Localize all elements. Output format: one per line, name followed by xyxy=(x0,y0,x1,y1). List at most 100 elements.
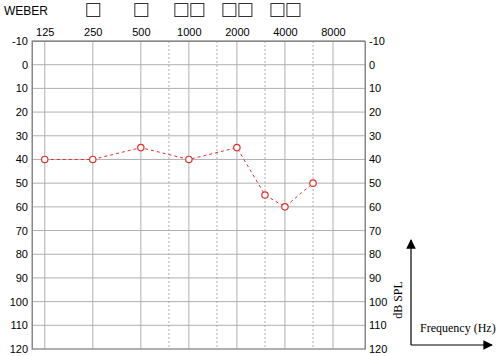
grid-line xyxy=(32,64,365,65)
data-point xyxy=(138,144,144,150)
grid-line xyxy=(188,41,189,349)
tick: 4000 xyxy=(273,26,297,41)
data-point xyxy=(262,192,268,198)
data-line xyxy=(45,148,313,207)
data-point xyxy=(186,156,192,162)
tick: 2000 xyxy=(225,26,249,41)
grid-line xyxy=(32,254,365,255)
tick-label: 60 xyxy=(369,201,381,213)
grid-line xyxy=(32,135,365,136)
tick: 80 xyxy=(365,248,381,260)
grid-line xyxy=(32,112,365,113)
grid xyxy=(32,41,365,349)
weber-box xyxy=(271,4,284,17)
tick: 125 xyxy=(36,26,54,41)
grid-line xyxy=(332,41,333,349)
tick: 50 xyxy=(365,177,381,189)
tick: 30 xyxy=(365,130,381,142)
plot: 1252505001000200040008000-10010203040506… xyxy=(10,26,388,355)
tick-label: 10 xyxy=(369,82,381,94)
tick: 110 xyxy=(365,319,387,331)
tick-label: 100 xyxy=(369,296,387,308)
tick-label: 0 xyxy=(22,59,28,71)
minor-grid-line xyxy=(168,41,169,349)
grid-line xyxy=(236,41,237,349)
tick-label: 30 xyxy=(369,130,381,142)
grid-line xyxy=(44,41,45,349)
tick: 0 xyxy=(22,59,32,71)
tick: 60 xyxy=(365,201,381,213)
tick-label: 0 xyxy=(369,59,375,71)
series xyxy=(42,144,317,210)
weber-box xyxy=(175,4,188,17)
tick: 90 xyxy=(365,272,381,284)
tick: 10 xyxy=(16,82,32,94)
tick-label: 30 xyxy=(16,130,28,142)
audiogram: 1252505001000200040008000-10010203040506… xyxy=(0,0,500,356)
tick: 120 xyxy=(365,343,387,355)
x-axis: 125 250 500 1000 2000 4000 8000 xyxy=(33,26,366,42)
weber-box xyxy=(287,4,300,17)
axis-line xyxy=(365,42,366,350)
tick: 100 xyxy=(365,296,387,308)
grid-line xyxy=(32,301,365,302)
minor-grid-line xyxy=(216,41,217,349)
tick-label: 1000 xyxy=(177,26,201,38)
tick: 8000 xyxy=(321,26,345,41)
grid-line xyxy=(32,206,365,207)
tick-label: 70 xyxy=(16,225,28,237)
inset-arrow xyxy=(410,240,411,345)
data-point xyxy=(42,156,48,162)
tick: 110 xyxy=(10,319,32,331)
tick: 30 xyxy=(16,130,32,142)
tick: 0 xyxy=(365,59,375,71)
axis-line xyxy=(32,42,33,350)
tick-label: -10 xyxy=(12,35,28,47)
tick-label: 80 xyxy=(369,248,381,260)
grid-line xyxy=(32,230,365,231)
tick: 70 xyxy=(365,225,381,237)
grid-line xyxy=(92,41,93,349)
tick: 90 xyxy=(16,272,32,284)
data-point xyxy=(234,144,240,150)
tick: 500 xyxy=(132,26,150,41)
tick-label: 4000 xyxy=(273,26,297,38)
tick: 50 xyxy=(16,177,32,189)
y-axis-title: dB SPL xyxy=(391,281,405,319)
tick-label: 60 xyxy=(16,201,28,213)
tick: 120 xyxy=(10,343,32,355)
grid-line xyxy=(32,88,365,89)
weber-box xyxy=(135,4,148,17)
tick: 100 xyxy=(10,296,32,308)
axis-line xyxy=(33,41,366,42)
tick-label: 120 xyxy=(369,343,387,355)
weber-box xyxy=(87,4,100,17)
tick: 10 xyxy=(365,82,381,94)
tick-label: 80 xyxy=(16,248,28,260)
tick-label: 40 xyxy=(369,153,381,165)
tick-label: 50 xyxy=(16,177,28,189)
tick-label: 8000 xyxy=(321,26,345,38)
weber-boxes xyxy=(87,4,300,17)
x-axis-title: Frequency (Hz) xyxy=(420,321,496,335)
tick-label: 70 xyxy=(369,225,381,237)
annotation: WEBER xyxy=(4,4,48,18)
tick: -10 xyxy=(12,35,32,47)
tick-label: 250 xyxy=(84,26,102,38)
tick-label: 90 xyxy=(369,272,381,284)
tick-label: 2000 xyxy=(225,26,249,38)
grid-line xyxy=(284,41,285,349)
tick: 20 xyxy=(16,106,32,118)
tick-label: 100 xyxy=(10,296,28,308)
weber-box xyxy=(239,4,252,17)
tick-label: 20 xyxy=(369,106,381,118)
plot-frame xyxy=(32,41,365,349)
tick: 60 xyxy=(16,201,32,213)
tick: 20 xyxy=(365,106,381,118)
tick-label: 40 xyxy=(16,153,28,165)
weber-box xyxy=(223,4,236,17)
tick-label: 90 xyxy=(16,272,28,284)
tick: 250 xyxy=(84,26,102,41)
data-point xyxy=(310,180,316,186)
y-axis-left: -10 0 10 20 30 40 50 60 70 80 90 100 110 120 xyxy=(10,35,33,355)
